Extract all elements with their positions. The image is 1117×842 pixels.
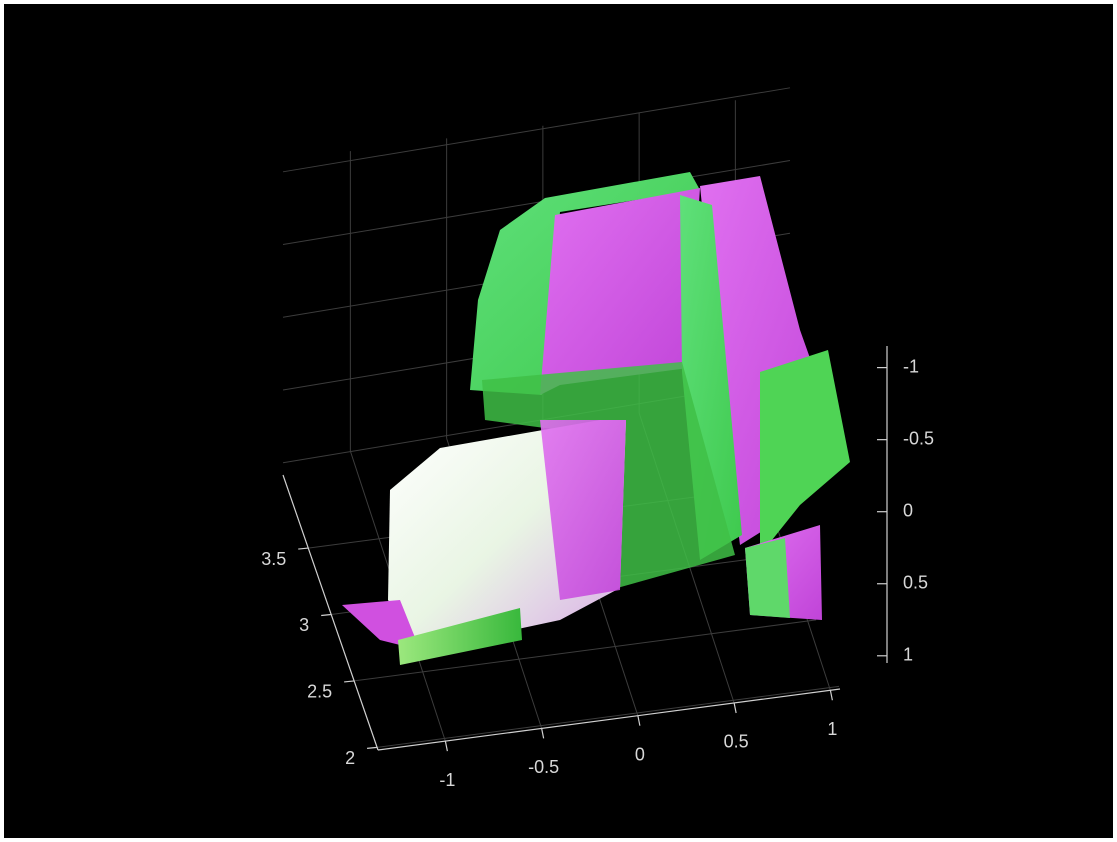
grid-line	[377, 685, 840, 748]
x-tick-label: 0	[635, 744, 645, 764]
grid-line	[282, 160, 791, 246]
z-tick-label: -0.5	[903, 428, 934, 448]
z-tick-label: 0.5	[903, 573, 928, 593]
x-axis	[377, 688, 841, 751]
ticks: -1 -0.5 0 0.5 1 2 2.5 3 3.5 -1 -0.5 0 0.5 1	[261, 356, 934, 789]
cloud-box-side	[745, 538, 790, 618]
x-tick-label: -0.5	[528, 757, 559, 777]
cloud-wall-green	[470, 172, 700, 395]
cloud-wall-magenta	[540, 188, 700, 395]
y-tick-label: 2	[345, 748, 355, 768]
x-tick-label: 1	[827, 719, 837, 739]
y-axis	[282, 474, 379, 751]
grid-line	[354, 619, 817, 682]
cloud-desk-side	[540, 420, 626, 600]
z-tick-label: 1	[903, 645, 913, 665]
cloud-right-object	[760, 350, 850, 555]
x-tick-label: -1	[439, 770, 455, 790]
y-tick-label: 3	[299, 615, 309, 635]
x-tick-mark	[637, 715, 641, 726]
grid-line	[282, 87, 791, 173]
z-tick-label: -1	[903, 356, 919, 376]
x-tick-mark	[733, 702, 737, 714]
x-tick-mark	[829, 690, 833, 701]
y-tick-label: 3.5	[261, 549, 286, 569]
y-tick-mark	[344, 680, 355, 683]
cloud-chair	[342, 600, 420, 650]
cloud-front-strip	[398, 608, 522, 665]
y-tick-mark	[367, 746, 378, 749]
x-tick-mark	[541, 728, 545, 739]
x-tick-label: 0.5	[724, 732, 749, 752]
y-tick-mark	[321, 613, 332, 617]
y-tick-mark	[298, 547, 309, 550]
point-cloud	[342, 172, 850, 665]
y-tick-label: 2.5	[307, 682, 332, 702]
z-tick-label: 0	[903, 500, 913, 520]
x-tick-mark	[444, 740, 448, 752]
